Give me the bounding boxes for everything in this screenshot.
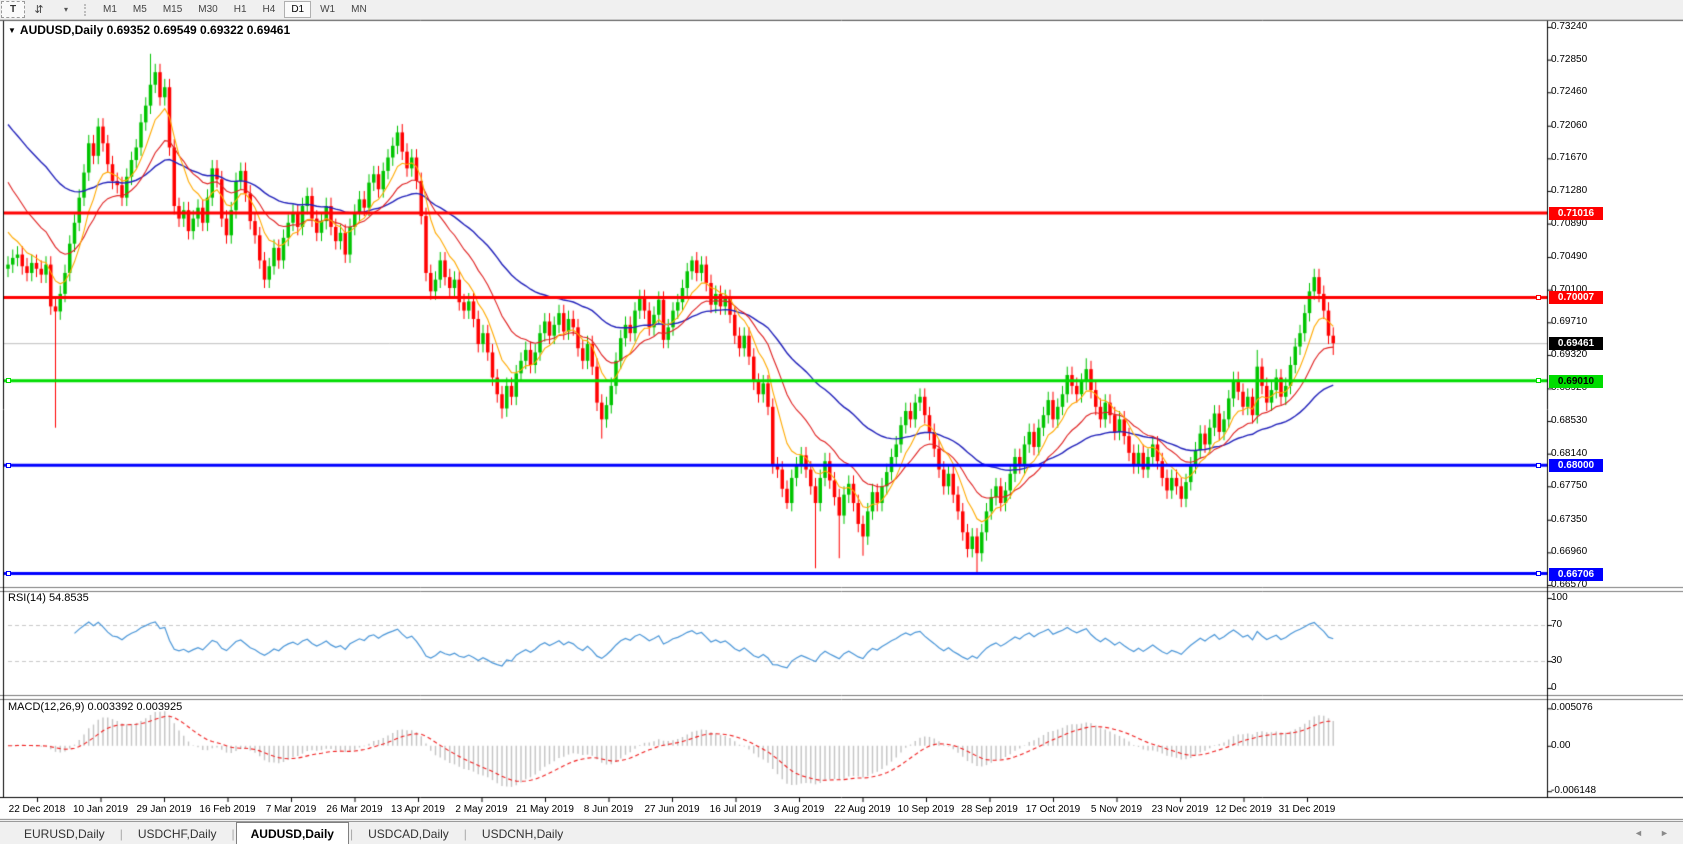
tab-separator: | <box>349 826 354 841</box>
tab-usdcnh[interactable]: USDCNH,Daily <box>481 826 564 841</box>
price-axis-scale[interactable] <box>1547 22 1683 588</box>
tab-separator: | <box>231 826 235 841</box>
tab-usdcad[interactable]: USDCAD,Daily <box>368 826 449 841</box>
tab-audusd[interactable]: AUDUSD,Daily <box>235 822 349 844</box>
date-axis-scale[interactable] <box>0 798 1547 820</box>
tab-eurusd[interactable]: EURUSD,Daily <box>24 826 105 841</box>
tab-usdchf[interactable]: USDCHF,Daily <box>137 826 217 841</box>
tabs-scroll-right-icon[interactable]: ► <box>1660 828 1669 838</box>
tab-separator: | <box>119 826 123 841</box>
chart-tabs-bar: EURUSD,Daily | USDCHF,Daily | AUDUSD,Daily | U… <box>0 821 1683 844</box>
tab-separator: | <box>463 826 467 841</box>
tabs-scroll-left-icon[interactable]: ◄ <box>1634 828 1643 838</box>
